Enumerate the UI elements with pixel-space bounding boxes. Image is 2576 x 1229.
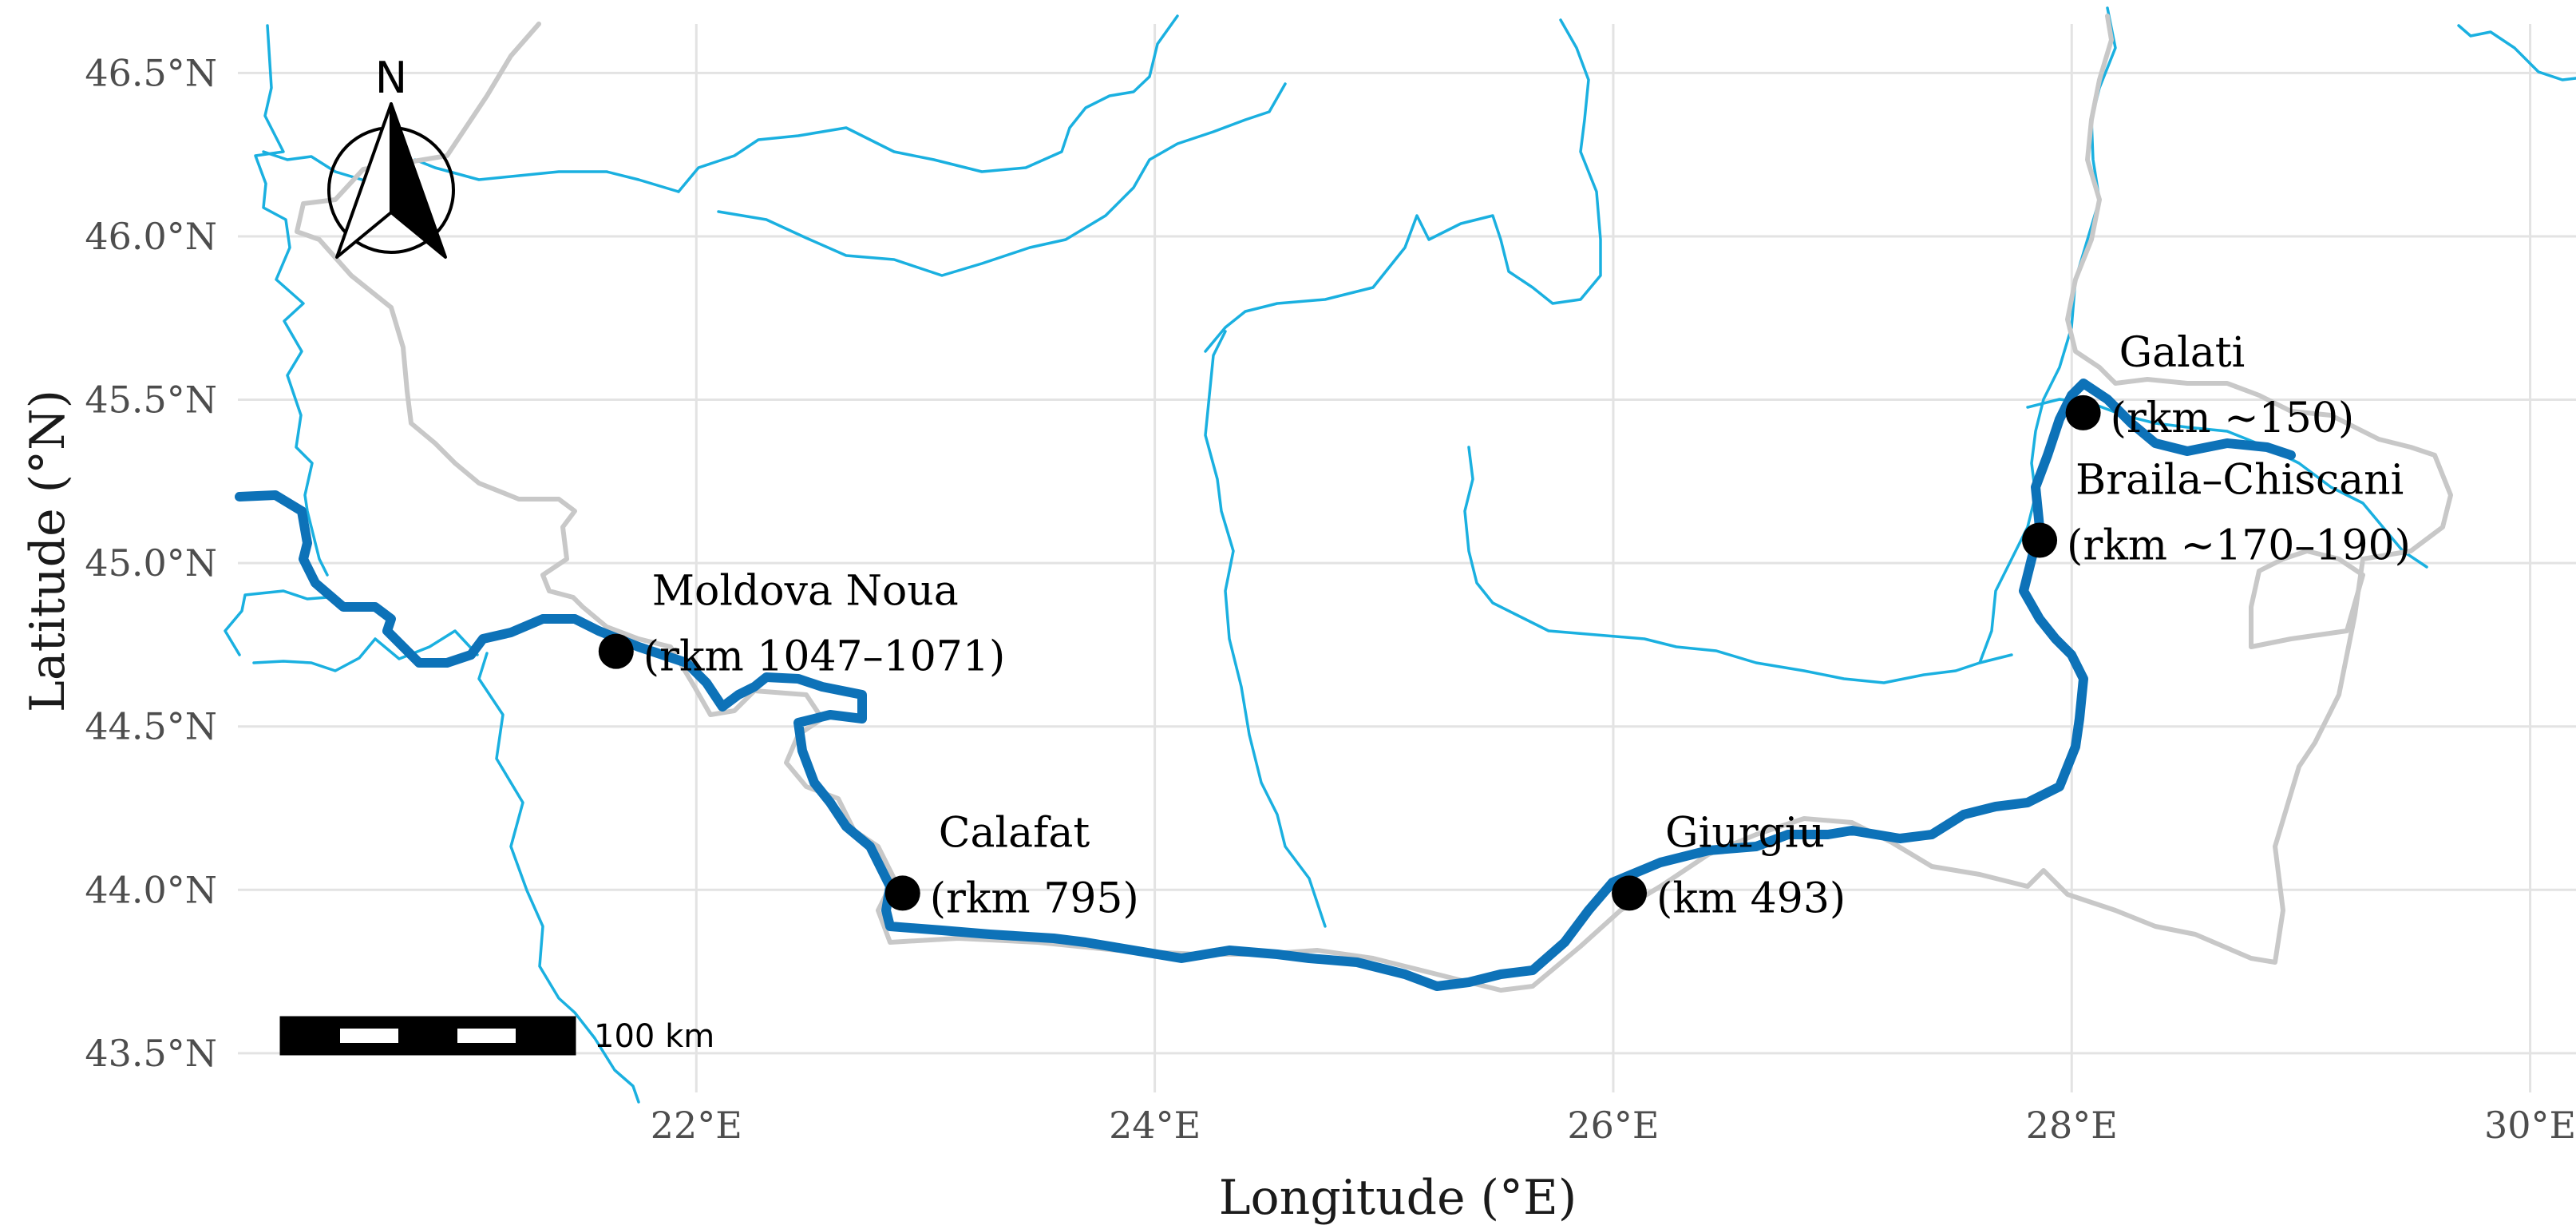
y-tick-label: 44.5°N (85, 705, 217, 748)
tributary-rivers (224, 6, 2576, 1104)
y-tick-label: 45.5°N (85, 379, 217, 422)
north-arrow-left-half (335, 102, 393, 259)
scale-bar-segment (516, 1017, 575, 1054)
site-range-label: (km 493) (1656, 874, 1846, 922)
y-tick-label: 46.5°N (85, 51, 217, 94)
x-tick-label: 26°E (1567, 1104, 1659, 1147)
graticule-gridlines (238, 24, 2576, 1092)
x-tick-label: 28°E (2026, 1104, 2118, 1147)
scale-bar: 100 km (279, 1016, 714, 1056)
tributary-river (1204, 18, 1602, 353)
x-tick-label: 30°E (2484, 1104, 2576, 1147)
site-name-label: Moldova Noua (652, 568, 959, 616)
site-markers: Moldova Noua (rkm 1047–1071) Calafat (rkm 7… (598, 329, 2411, 922)
tributary-river (1463, 446, 2013, 684)
country-border (295, 14, 2453, 993)
scale-bar-label: 100 km (594, 1018, 714, 1055)
y-tick-labels: 43.5°N 44.0°N 44.5°N 45.0°N 45.5°N 46.0°N 46.5… (85, 51, 217, 1075)
tributary-river (224, 589, 329, 656)
y-tick-label: 46.0°N (85, 215, 217, 258)
x-axis-title: Longitude (°E) (1219, 1170, 1577, 1226)
site-name-label: Calafat (939, 809, 1090, 857)
site-name-label: Galati (2119, 329, 2246, 377)
tributary-river (252, 629, 479, 672)
danube-main-channel (235, 379, 2296, 991)
x-tick-label: 22°E (651, 1104, 742, 1147)
site-name-label: Giurgiu (1665, 809, 1825, 857)
north-arrow: N (327, 53, 455, 259)
x-tick-label: 24°E (1109, 1104, 1201, 1147)
site-marker (2065, 394, 2101, 430)
border-line (295, 14, 2453, 993)
tributary-river (254, 24, 329, 577)
north-arrow-right-half (390, 102, 447, 259)
site-range-label: (rkm ~150) (2111, 394, 2355, 442)
tributary-river (2457, 24, 2576, 81)
tributary-river (477, 652, 640, 1104)
site-name-label: Braila–Chiscani (2075, 456, 2404, 504)
site-range-label: (rkm 795) (930, 874, 1139, 922)
y-tick-label: 43.5°N (85, 1032, 217, 1075)
y-tick-label: 44.0°N (85, 868, 217, 911)
north-arrow-letter: N (375, 53, 407, 103)
site-range-label: (rkm ~170–190) (2067, 521, 2411, 569)
y-axis-title: Latitude (°N) (20, 390, 76, 712)
site-marker (598, 633, 634, 669)
tributary-river (677, 14, 1179, 193)
danube-river (235, 379, 2296, 991)
site-marker (884, 875, 920, 911)
site-range-label: (rkm 1047–1071) (643, 633, 1005, 681)
y-tick-label: 45.0°N (85, 541, 217, 585)
tributary-river (1204, 330, 1327, 928)
x-tick-labels: 22°E 24°E 26°E 28°E 30°E (651, 1104, 2576, 1147)
site-marker (2022, 522, 2058, 558)
site-marker (1612, 875, 1648, 911)
scale-bar-segment (398, 1017, 457, 1054)
tributary-river (262, 150, 680, 193)
border-line (2249, 549, 2365, 649)
tributary-river (717, 82, 1287, 277)
